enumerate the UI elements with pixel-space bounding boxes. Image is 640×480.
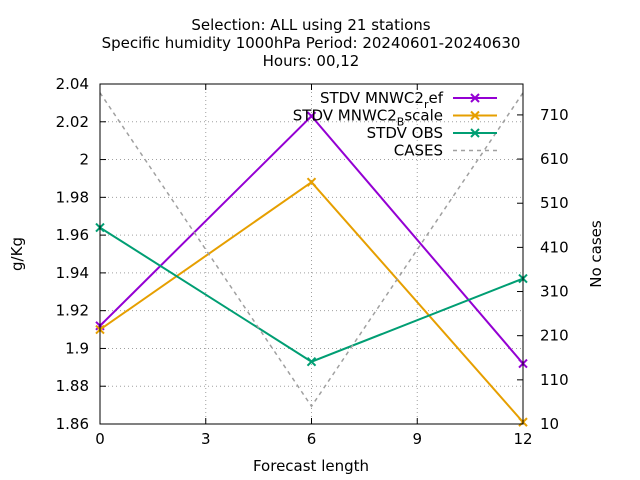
y2-tick-label: 110	[540, 371, 569, 389]
legend-label: CASES	[394, 142, 443, 160]
y2-tick-label: 310	[540, 283, 569, 301]
plot-frame	[99, 83, 524, 425]
data-point-marker	[306, 111, 317, 121]
data-point-marker	[306, 177, 317, 187]
x-tick-label: 12	[513, 430, 532, 448]
y-tick-label: 2	[79, 151, 89, 169]
y2-tick-label: 210	[540, 327, 569, 345]
y2-tick-label: 610	[540, 150, 569, 168]
y-tick-label: 1.88	[56, 377, 89, 395]
y-tick-label: 1.98	[56, 188, 89, 206]
series-group	[95, 92, 528, 427]
chart-title-line-3: Hours: 00,12	[263, 52, 360, 70]
y-tick-label: 1.86	[56, 415, 89, 433]
y-tick-label: 1.96	[56, 226, 89, 244]
marker-stroke	[306, 111, 317, 121]
legend-label: STDV MNWC2ref	[320, 89, 444, 111]
y2-tick-label: 410	[540, 238, 569, 256]
series-line-3	[99, 226, 524, 363]
y-tick-label: 2.02	[56, 113, 89, 131]
marker-stroke	[470, 110, 480, 121]
legend-label: STDV OBS	[367, 124, 443, 142]
legend-marker	[470, 128, 480, 138]
axis-ticks: 0 3 6 9 12 1.86 1.88 1.9 1.92 1.94 1.96 1.98 2 2.02 2.…	[56, 75, 569, 448]
series-line-4	[99, 92, 524, 408]
x-tick-label: 0	[95, 430, 105, 448]
chart-title-line-2: Specific humidity 1000hPa Period: 202406…	[102, 34, 521, 52]
chart-title-line-1: Selection: ALL using 21 stations	[191, 16, 430, 34]
marker-stroke	[306, 356, 317, 367]
y-tick-label: 1.92	[56, 302, 89, 320]
y2-axis-label: No cases	[587, 220, 605, 288]
legend-marker	[470, 110, 480, 121]
legend-marker	[470, 93, 480, 103]
y2-tick-label: 10	[540, 415, 559, 433]
x-tick-label: 3	[201, 430, 211, 448]
y-tick-label: 1.9	[65, 339, 89, 357]
marker-stroke	[470, 93, 480, 103]
y-tick-label: 2.04	[56, 75, 89, 93]
legend-label: STDV MNWC2Bscale	[293, 107, 443, 129]
data-point-marker	[306, 356, 317, 367]
x-tick-label: 9	[412, 430, 422, 448]
y2-tick-label: 510	[540, 194, 569, 212]
series-line-2	[99, 180, 524, 423]
y2-tick-label: 710	[540, 106, 569, 124]
y-tick-label: 1.94	[56, 264, 89, 282]
series-line-1	[99, 114, 524, 365]
grid-lines	[100, 84, 523, 424]
x-axis-label: Forecast length	[253, 457, 369, 475]
marker-stroke	[306, 177, 317, 187]
y-axis-label: g/Kg	[8, 237, 26, 271]
marker-stroke	[470, 128, 480, 138]
x-tick-label: 6	[307, 430, 317, 448]
